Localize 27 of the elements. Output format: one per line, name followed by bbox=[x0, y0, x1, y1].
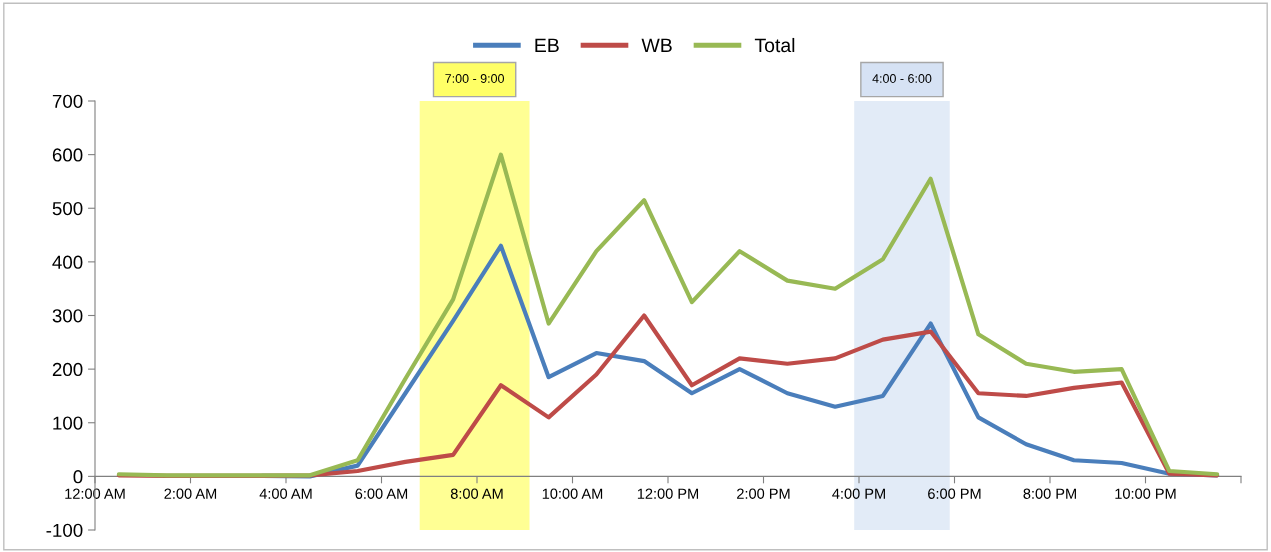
x-tick-label: 4:00 AM bbox=[259, 488, 312, 499]
y-tick-label: 600 bbox=[52, 148, 83, 162]
y-tick-label: 200 bbox=[52, 362, 83, 377]
x-tick-label: 8:00 PM bbox=[1023, 488, 1076, 499]
x-tick-label: 12:00 PM bbox=[637, 488, 699, 499]
legend-label: Total bbox=[754, 37, 795, 53]
x-tick-label: 2:00 AM bbox=[164, 488, 217, 499]
y-tick-label: 500 bbox=[52, 201, 83, 216]
y-tick-label: 300 bbox=[52, 309, 83, 323]
x-tick-label: 10:00 PM bbox=[1115, 488, 1176, 499]
legend-label: WB bbox=[641, 38, 672, 53]
x-tick-label: 6:00 AM bbox=[355, 488, 408, 499]
y-tick-label: 0 bbox=[73, 470, 83, 484]
line-series bbox=[116, 152, 1220, 478]
x-tick-label: 8:00 AM bbox=[450, 488, 503, 499]
legend-label: EB bbox=[535, 38, 559, 53]
y-tick-label: 400 bbox=[52, 255, 83, 269]
band-label: 7:00 - 9:00 bbox=[445, 74, 505, 83]
x-tick-label: 4:00 PM bbox=[832, 488, 885, 499]
y-tick-label: 700 bbox=[52, 94, 83, 108]
x-tick-label: 10:00 AM bbox=[542, 488, 603, 499]
band-label: 4:00 - 6:00 bbox=[872, 74, 932, 83]
x-tick-label: 6:00 PM bbox=[928, 488, 981, 499]
x-tick-label: 2:00 PM bbox=[737, 488, 790, 499]
y-tick-label: -100 bbox=[46, 523, 83, 537]
y-tick-label: 100 bbox=[53, 416, 83, 430]
x-tick-label: 12:00 AM bbox=[65, 488, 125, 499]
